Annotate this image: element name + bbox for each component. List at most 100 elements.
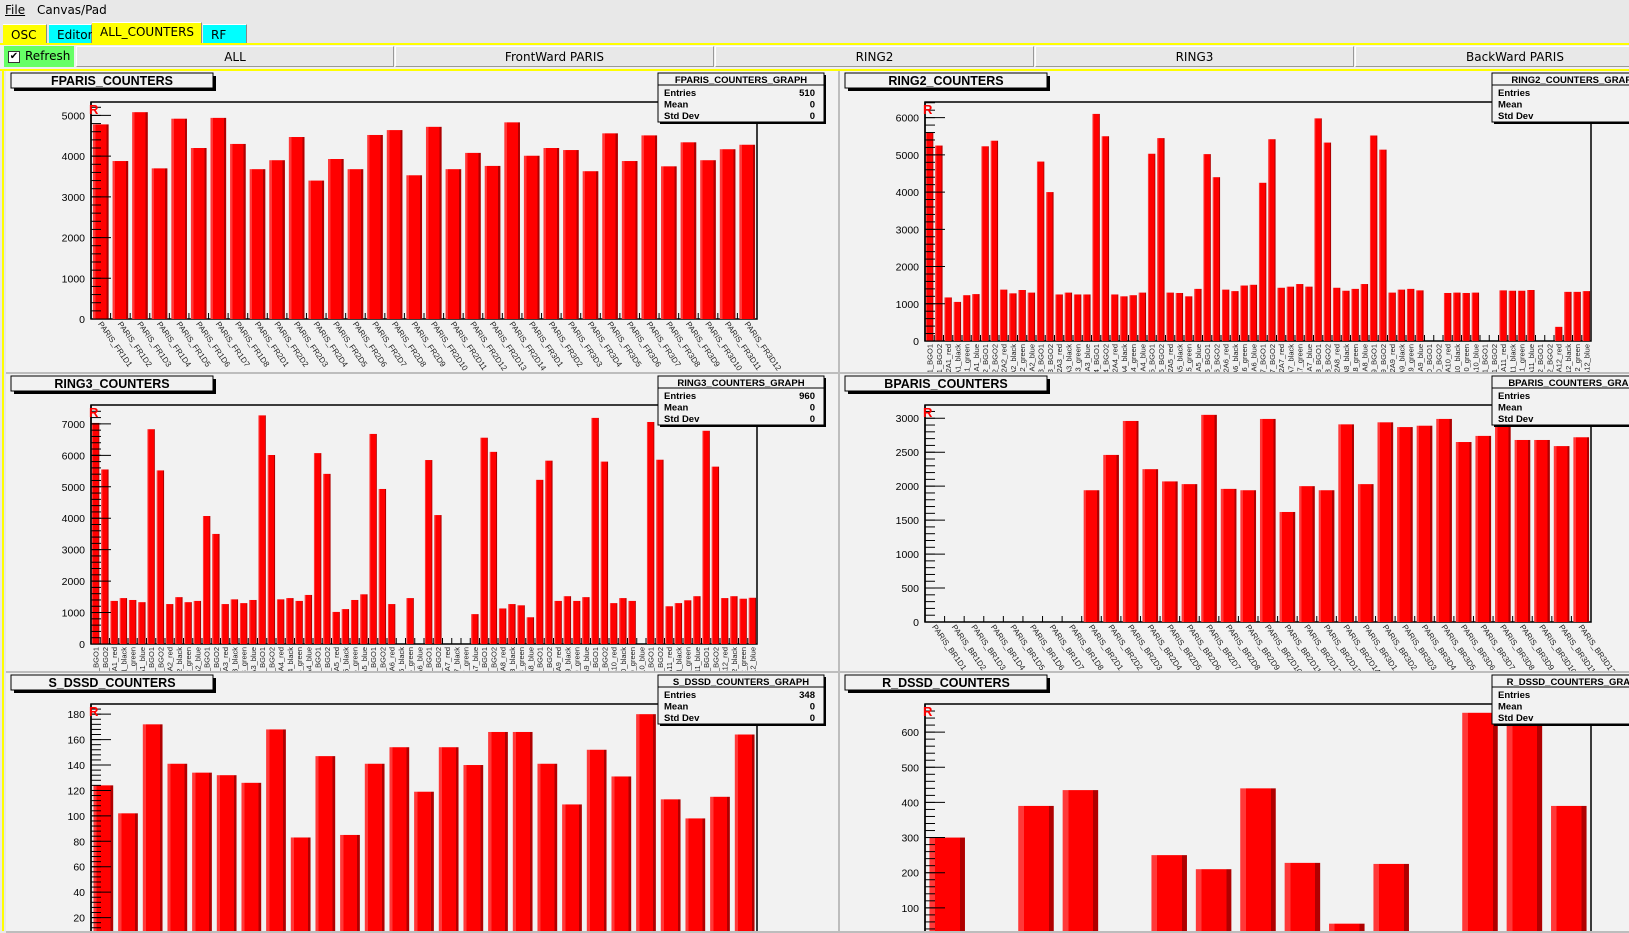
- bar: [91, 422, 100, 644]
- refresh-checkbox[interactable]: ✔ Refresh: [4, 46, 74, 67]
- bar: [128, 599, 137, 644]
- bar: [683, 600, 692, 644]
- x-category-label: R2A4_BGO1: [1092, 344, 1101, 374]
- x-category-label: R2A10_BGO1: [1425, 344, 1434, 374]
- x-category-label: R3A6_blue: [415, 647, 424, 673]
- tab-osc[interactable]: OSC: [3, 24, 47, 44]
- bar: [504, 122, 520, 319]
- bar: [929, 837, 965, 931]
- backward-paris-button[interactable]: BackWard PARIS: [1355, 46, 1629, 67]
- bar: [1279, 511, 1296, 622]
- tab-rf[interactable]: RF: [203, 24, 247, 44]
- x-category-label: R3A9_green: [573, 647, 582, 673]
- stats-label: Std Dev: [1498, 414, 1534, 425]
- bar: [1462, 712, 1498, 931]
- bar: [438, 747, 459, 931]
- frontward-paris-button[interactable]: FrontWard PARIS: [395, 46, 714, 67]
- r-marker: R: [89, 102, 99, 117]
- bar: [730, 596, 738, 644]
- x-category-label: R3A5_BGO1: [314, 647, 323, 673]
- ring3-button[interactable]: RING3: [1035, 46, 1354, 67]
- bar: [378, 488, 387, 644]
- bar: [463, 765, 484, 931]
- x-category-label: R2A8_green: [1351, 344, 1360, 374]
- bar: [230, 143, 246, 319]
- x-category-label: R3A6_green: [406, 647, 415, 673]
- x-category-label: R3A2_BGO1: [147, 647, 156, 673]
- x-category-label: R3A9_red: [554, 647, 563, 673]
- pad-fparis-counters[interactable]: 0 1000 2000 3000 4000 5000 PARIS_FR1D1 PARIS_FR…: [6, 71, 840, 374]
- bar: [582, 597, 590, 644]
- stats-label: Std Dev: [664, 111, 700, 122]
- bar: [953, 301, 962, 341]
- bar: [972, 294, 980, 341]
- bar: [1406, 288, 1415, 341]
- bar: [656, 459, 664, 644]
- y-tick-label: 500: [901, 762, 919, 774]
- bar: [488, 731, 508, 931]
- x-category-label: R2A3_BGO2: [1046, 344, 1055, 374]
- pad-r-dssd-counters[interactable]: 100 200 300 400 500 600 R R_DSSD_COUNTERS R_DSSD…: [840, 673, 1629, 933]
- bar: [1416, 425, 1433, 622]
- y-tick-label: 7000: [62, 419, 86, 431]
- bar: [517, 605, 525, 644]
- bar: [1184, 296, 1193, 341]
- bar: [582, 171, 599, 319]
- x-category-label: R3A4_red: [277, 647, 286, 673]
- y-tick-label: 3000: [62, 192, 86, 204]
- menu-canvas-pad[interactable]: Canvas/Pad: [37, 3, 107, 17]
- bar: [1231, 291, 1239, 341]
- stats-title: RING2_COUNTERS_GRAPH: [1511, 75, 1629, 86]
- bar: [1195, 869, 1232, 931]
- x-category-label: R3A9_blue: [582, 647, 591, 673]
- bar: [406, 598, 414, 644]
- x-category-label: R3A12_blue: [748, 647, 757, 673]
- x-category-label: R3A6_BGO2: [378, 647, 387, 673]
- x-category-label: R3A12_green: [739, 647, 748, 673]
- x-category-label: R2A11_green: [1518, 344, 1527, 374]
- bar: [962, 295, 971, 341]
- r-marker: R: [923, 405, 933, 420]
- stats-label: Std Dev: [664, 414, 700, 425]
- bar: [434, 515, 442, 644]
- x-category-label: R2A3_BGO1: [1037, 344, 1046, 374]
- tab-editor[interactable]: Editor: [49, 24, 93, 44]
- menu-file[interactable]: File: [5, 3, 26, 17]
- pad-bparis-counters[interactable]: 0 500 1000 1500 2000 2500 3000 PARIS_BR1D1 PARIS…: [840, 374, 1629, 673]
- bar: [545, 460, 553, 644]
- bar: [471, 614, 479, 644]
- bar: [1332, 287, 1341, 341]
- x-category-label: R3A11_black: [674, 647, 683, 673]
- x-category-label: R3A7_green: [462, 647, 471, 673]
- bar: [465, 152, 481, 319]
- bar: [269, 160, 285, 319]
- pad-s-dssd-counters[interactable]: 20 40 60 80 100 120 140 160 180 R S_DSSD_COUNTERS S…: [6, 673, 840, 933]
- bar: [1453, 292, 1461, 341]
- x-category-label: R2A12_BGO2: [1545, 344, 1554, 374]
- bar: [1055, 294, 1063, 341]
- pad-ring3-counters[interactable]: 0 1000 2000 3000 4000 5000 6000 7000 R3A1_BGO1 R3…: [6, 374, 840, 673]
- stats-box: [1491, 674, 1629, 725]
- bar: [387, 604, 396, 644]
- bar: [1203, 154, 1211, 341]
- x-category-label: R3A8_BGO1: [480, 647, 489, 673]
- bar: [562, 804, 582, 931]
- y-tick-label: 5000: [896, 150, 920, 162]
- x-category-label: R2A8_blue: [1360, 344, 1369, 374]
- pad-ring2-counters[interactable]: 0 1000 2000 3000 4000 5000 6000 R2A1_BGO1 R2A1_B…: [840, 71, 1629, 374]
- bar: [1397, 289, 1406, 341]
- checkmark-icon[interactable]: ✔: [8, 51, 20, 63]
- x-category-label: R3A11_red: [665, 647, 674, 673]
- bar: [628, 600, 636, 644]
- bar: [619, 598, 627, 644]
- ring2-button[interactable]: RING2: [715, 46, 1034, 67]
- r-marker: R: [923, 704, 933, 719]
- all-button[interactable]: ALL: [76, 46, 394, 67]
- stats-title: FPARIS_COUNTERS_GRAPH: [675, 75, 807, 86]
- bar: [386, 130, 403, 319]
- tab-all-counters[interactable]: ALL_COUNTERS: [92, 22, 202, 44]
- chart-title: RING2_COUNTERS: [888, 74, 1003, 88]
- bar: [1073, 294, 1082, 341]
- y-tick-label: 4000: [896, 187, 920, 199]
- chart-title: RING3_COUNTERS: [54, 377, 169, 391]
